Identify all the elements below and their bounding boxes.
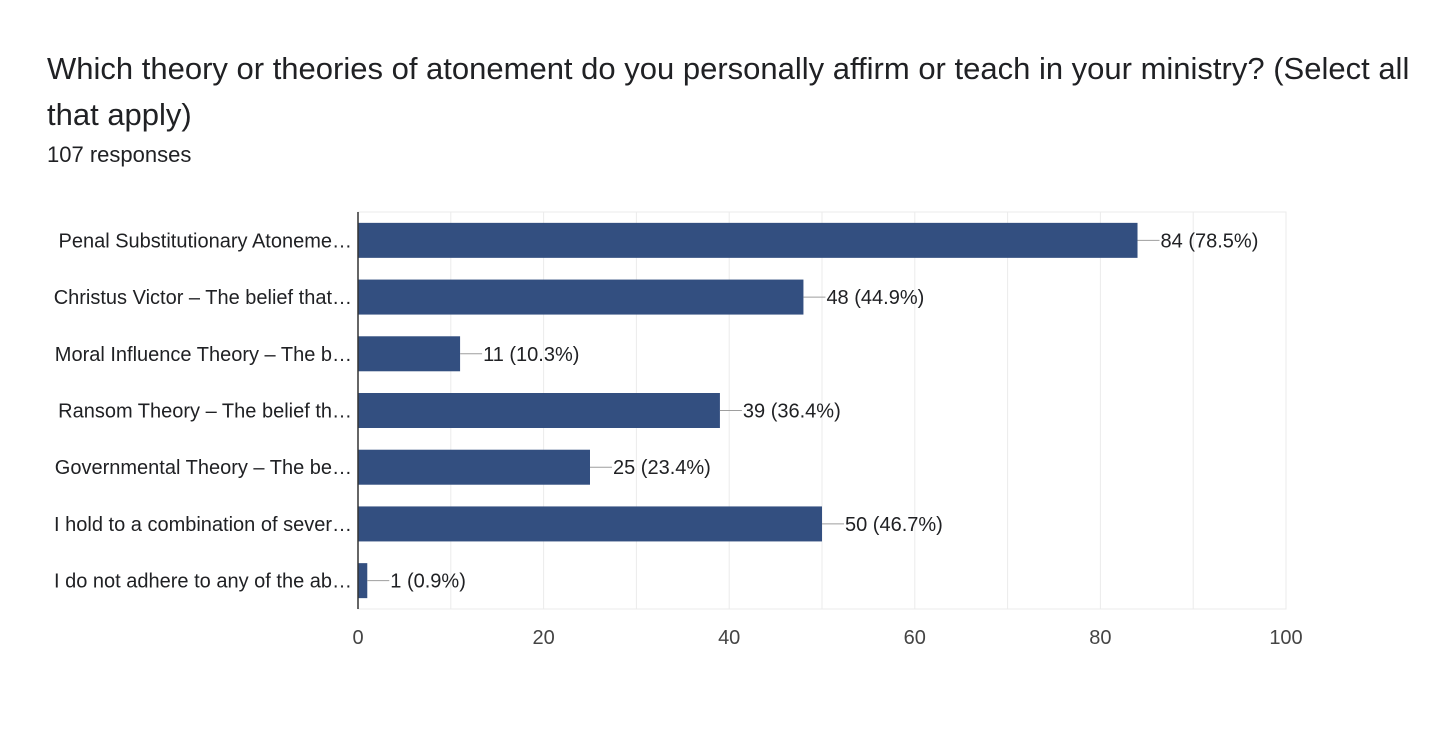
x-tick-label: 60 xyxy=(904,627,926,649)
bar xyxy=(358,222,1138,258)
bar xyxy=(358,506,822,542)
data-label: 25 (23.4%) xyxy=(613,457,711,479)
bar xyxy=(358,279,804,315)
x-tick-label: 40 xyxy=(718,627,740,649)
data-label: 11 (10.3%) xyxy=(483,344,579,366)
data-label: 1 (0.9%) xyxy=(390,571,466,593)
x-tick-label: 100 xyxy=(1269,627,1302,649)
response-count: 107 responses xyxy=(47,142,192,167)
bar xyxy=(358,563,368,599)
category-label: I hold to a combination of sever… xyxy=(54,514,352,536)
category-label: Christus Victor – The belief that… xyxy=(54,287,352,309)
category-label: Moral Influence Theory – The b… xyxy=(55,344,352,366)
bar xyxy=(358,336,461,372)
data-label: 48 (44.9%) xyxy=(826,287,924,309)
x-tick-label: 0 xyxy=(352,627,363,649)
data-label: 84 (78.5%) xyxy=(1161,230,1259,252)
data-label: 39 (36.4%) xyxy=(743,401,841,423)
question-title: Which theory or theories of atonement do… xyxy=(47,51,1410,132)
category-label: Governmental Theory – The be… xyxy=(55,457,352,479)
category-label: Penal Substitutionary Atoneme… xyxy=(58,230,352,252)
bar xyxy=(358,393,720,428)
category-label: Ransom Theory – The belief th… xyxy=(58,401,352,423)
category-label: I do not adhere to any of the ab… xyxy=(54,571,352,593)
bar xyxy=(358,449,590,485)
data-label: 50 (46.7%) xyxy=(845,514,943,536)
x-tick-label: 80 xyxy=(1089,627,1111,649)
x-tick-label: 20 xyxy=(532,627,554,649)
